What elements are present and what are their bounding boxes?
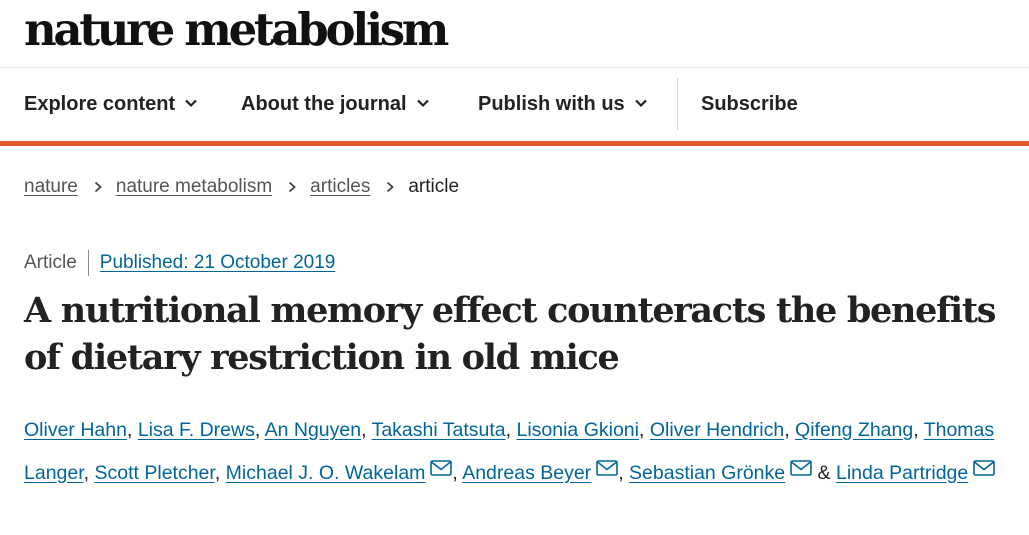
article-meta: Article Published: 21 October 2019 <box>24 250 335 276</box>
author-name[interactable]: Oliver Hendrich <box>649 419 785 441</box>
nav-publish-with-us[interactable]: Publish with us <box>478 68 648 141</box>
article-type: Article <box>24 250 89 276</box>
author-name[interactable]: Linda Partridge <box>835 461 969 484</box>
article-title: A nutritional memory effect counteracts … <box>24 287 1014 381</box>
author-name[interactable]: An Nguyen <box>264 419 362 441</box>
chevron-down-icon <box>634 99 647 108</box>
chevron-right-icon <box>387 181 395 193</box>
author-separator: , <box>83 461 95 484</box>
breadcrumb-nature[interactable]: nature <box>24 176 78 197</box>
author-separator: , <box>254 419 265 441</box>
author-separator: , <box>638 419 650 441</box>
site-header: nature metabolism <box>0 0 1029 68</box>
author-list: Oliver Hahn, Lisa F. Drews, An Nguyen, T… <box>24 409 1024 494</box>
author-separator: , <box>214 461 226 484</box>
author-separator: , <box>618 461 630 484</box>
mail-icon[interactable] <box>790 459 812 476</box>
nav-item-label: Explore content <box>24 93 176 115</box>
nav-subscribe[interactable]: Subscribe <box>701 68 798 141</box>
chevron-down-icon <box>185 99 197 108</box>
author-name[interactable]: Lisonia Gkioni <box>516 419 639 441</box>
nav-item-label: Subscribe <box>701 93 798 115</box>
nav-item-label: Publish with us <box>478 93 625 115</box>
breadcrumb: nature nature metabolism articles articl… <box>24 176 459 198</box>
nav-item-label: About the journal <box>241 93 407 115</box>
chevron-down-icon <box>416 99 429 108</box>
published-date-link[interactable]: Published: 21 October 2019 <box>99 252 336 273</box>
author-name[interactable]: Oliver Hahn <box>24 419 127 441</box>
author-name[interactable]: Thomas Langer <box>24 419 995 484</box>
author-separator: , <box>452 461 463 484</box>
article-title-line-1: A nutritional memory effect counteracts … <box>24 290 996 331</box>
author-separator: , <box>361 419 372 441</box>
nav-explore-content[interactable]: Explore content <box>24 68 198 141</box>
article-title-line-2: of dietary restriction in old mice <box>24 337 620 378</box>
author-name[interactable]: Andreas Beyer <box>462 461 592 484</box>
author-separator: , <box>913 419 924 441</box>
author-name[interactable]: Qifeng Zhang <box>795 419 914 441</box>
mail-icon[interactable] <box>596 459 618 476</box>
author-name[interactable]: Takashi Tatsuta <box>371 419 506 441</box>
author-separator: , <box>784 419 796 441</box>
author-separator: , <box>505 419 517 441</box>
mail-icon[interactable] <box>430 459 453 476</box>
mail-icon[interactable] <box>973 459 996 476</box>
author-name[interactable]: Michael J. O. Wakelam <box>225 461 426 484</box>
author-name[interactable]: Scott Pletcher <box>94 461 215 484</box>
author-name[interactable]: Lisa F. Drews <box>137 419 255 441</box>
journal-logo[interactable]: nature metabolism <box>24 3 449 56</box>
chevron-right-icon <box>94 181 102 193</box>
nav-divider <box>677 78 678 130</box>
author-separator-ampersand: & <box>812 461 836 484</box>
chevron-right-icon <box>289 181 297 193</box>
breadcrumb-articles[interactable]: articles <box>310 176 371 197</box>
breadcrumb-nature-metabolism[interactable]: nature metabolism <box>115 176 273 197</box>
author-separator: , <box>126 419 138 441</box>
breadcrumb-current: article <box>408 176 460 197</box>
nav-about-journal[interactable]: About the journal <box>241 68 430 141</box>
main-nav: Explore content About the journal Publis… <box>0 68 1029 146</box>
author-name[interactable]: Sebastian Grönke <box>629 461 786 484</box>
